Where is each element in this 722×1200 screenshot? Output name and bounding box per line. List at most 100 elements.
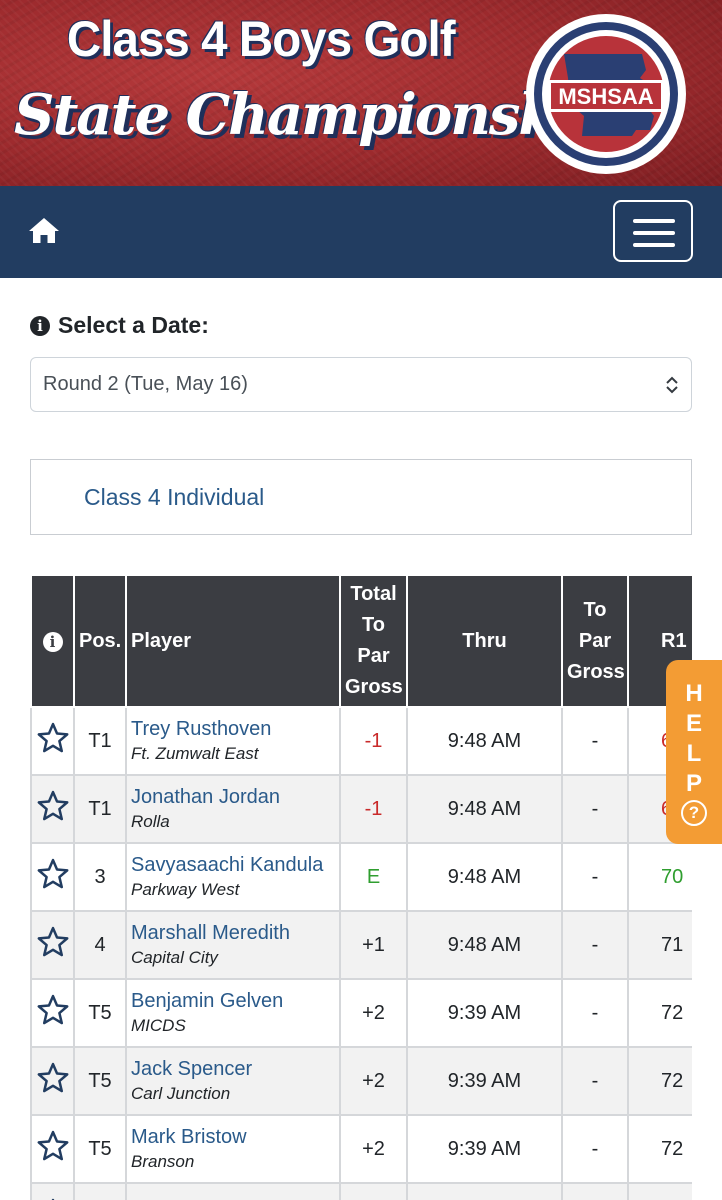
date-select-value: Round 2 (Tue, May 16) [43, 373, 248, 395]
thru-cell: 9:48 AM [406, 706, 563, 776]
total-to-par-cell: +1 [339, 910, 408, 980]
player-cell: Marshall Meredith Capital City [125, 910, 341, 980]
player-name-link[interactable]: Mark Bristow [131, 1126, 247, 1148]
hamburger-menu-button[interactable] [613, 200, 693, 262]
pos-cell: T5 [73, 1046, 127, 1116]
table-row: 3 Savyasaachi Kandula Parkway West E 9:48 AM… [30, 842, 692, 912]
r1-cell [627, 1182, 692, 1200]
leaderboard-table: i Pos. Player Total To Par Gross Thru To… [30, 574, 692, 1200]
player-name-link[interactable]: Jonathan Jordan [131, 786, 281, 808]
thru-cell: 9:39 AM [406, 1114, 563, 1184]
player-cell: Benjamin Gelven MICDS [125, 978, 341, 1048]
star-icon[interactable] [36, 926, 70, 963]
division-card: Class 4 Individual [30, 459, 692, 535]
player-school: Rolla [131, 812, 170, 831]
star-icon[interactable] [36, 790, 70, 827]
hamburger-bar [633, 231, 675, 235]
player-school: MICDS [131, 1016, 186, 1035]
info-icon: i [42, 631, 63, 652]
player-cell: Mark Bristow Branson [125, 1114, 341, 1184]
table-header-row: i Pos. Player Total To Par Gross Thru To… [30, 574, 692, 708]
player-cell: Trey Rusthoven Ft. Zumwalt East [125, 706, 341, 776]
thru-cell: 9:39 AM [406, 978, 563, 1048]
star-icon[interactable] [36, 858, 70, 895]
pos-cell: T1 [73, 706, 127, 776]
to-par-gross-cell: - [561, 774, 629, 844]
help-tab[interactable]: H E L P ? [666, 660, 722, 844]
thru-cell [406, 1182, 563, 1200]
favorite-cell [30, 774, 75, 844]
player-name-link[interactable]: Jack Spencer [131, 1058, 253, 1080]
star-icon[interactable] [36, 994, 70, 1031]
player-school: Capital City [131, 948, 218, 967]
help-letter: P [685, 770, 702, 797]
header-thru: Thru [406, 574, 563, 708]
question-circle-icon: ? [681, 800, 707, 826]
player-school: Parkway West [131, 880, 240, 899]
to-par-gross-cell [561, 1182, 629, 1200]
player-cell: Haiden Bean [125, 1182, 341, 1200]
help-letter: H [685, 680, 703, 707]
header-total-to-par-gross: Total To Par Gross [339, 574, 408, 708]
r1-cell: 72 [627, 1114, 692, 1184]
r1-cell: 70 [627, 842, 692, 912]
date-select[interactable]: Round 2 (Tue, May 16) [30, 357, 692, 412]
header-player: Player [125, 574, 341, 708]
help-letter: L [686, 740, 702, 767]
r1-cell: 71 [627, 910, 692, 980]
info-icon: i [30, 315, 50, 336]
total-to-par-cell: +2 [339, 1114, 408, 1184]
player-school: Carl Junction [131, 1084, 231, 1103]
thru-cell: 9:48 AM [406, 842, 563, 912]
to-par-gross-cell: - [561, 1114, 629, 1184]
player-name-link[interactable]: Marshall Meredith [131, 922, 290, 944]
header-info: i [30, 574, 75, 708]
pos-cell: T5 [73, 978, 127, 1048]
to-par-gross-cell: - [561, 978, 629, 1048]
header-total-line: Gross [345, 676, 403, 698]
player-cell: Jonathan Jordan Rolla [125, 774, 341, 844]
header-topar-line: Par [578, 629, 612, 652]
to-par-gross-cell: - [561, 910, 629, 980]
help-letter: E [685, 710, 702, 737]
favorite-cell [30, 910, 75, 980]
star-icon[interactable] [36, 722, 70, 759]
total-to-par-cell: +2 [339, 978, 408, 1048]
date-label: i Select a Date: [30, 312, 209, 339]
favorite-cell [30, 842, 75, 912]
star-icon[interactable] [36, 1130, 70, 1167]
table-row: T5 Benjamin Gelven MICDS +2 9:39 AM -72 [30, 978, 692, 1048]
hamburger-bar [633, 243, 675, 247]
total-to-par-cell: -1 [339, 774, 408, 844]
header-topar-line: Gross [567, 660, 625, 683]
player-cell: Savyasaachi Kandula Parkway West [125, 842, 341, 912]
player-name-link[interactable]: Benjamin Gelven [131, 990, 284, 1012]
favorite-cell [30, 978, 75, 1048]
r1-cell: 72 [627, 978, 692, 1048]
banner-subtitle: State Championship [14, 82, 616, 148]
player-name-link[interactable]: Trey Rusthoven [131, 718, 272, 740]
leaderboard-body: T1 Trey Rusthoven Ft. Zumwalt East -1 9:48 A… [30, 706, 692, 1200]
pos-cell [73, 1182, 127, 1200]
total-to-par-cell: -1 [339, 706, 408, 776]
header-pos: Pos. [73, 574, 127, 708]
header-total-line: Par [357, 645, 390, 667]
total-to-par-cell [339, 1182, 408, 1200]
favorite-cell [30, 1046, 75, 1116]
total-to-par-cell: E [339, 842, 408, 912]
banner-title: Class 4 Boys Golf [66, 11, 456, 67]
favorite-cell [30, 1182, 75, 1200]
home-icon[interactable] [28, 216, 60, 244]
table-row: 4 Marshall Meredith Capital City +1 9:48 AM -… [30, 910, 692, 980]
pos-cell: T5 [73, 1114, 127, 1184]
star-icon[interactable] [36, 1062, 70, 1099]
championship-banner: Class 4 Boys Golf State Championship MSH… [0, 0, 722, 186]
player-name-link[interactable]: Savyasaachi Kandula [131, 854, 324, 876]
division-link[interactable]: Class 4 Individual [84, 484, 265, 510]
total-to-par-cell: +2 [339, 1046, 408, 1116]
favorite-cell [30, 1114, 75, 1184]
thru-cell: 9:39 AM [406, 1046, 563, 1116]
leaderboard-table-wrapper[interactable]: i Pos. Player Total To Par Gross Thru To… [30, 574, 692, 1200]
pos-cell: 4 [73, 910, 127, 980]
